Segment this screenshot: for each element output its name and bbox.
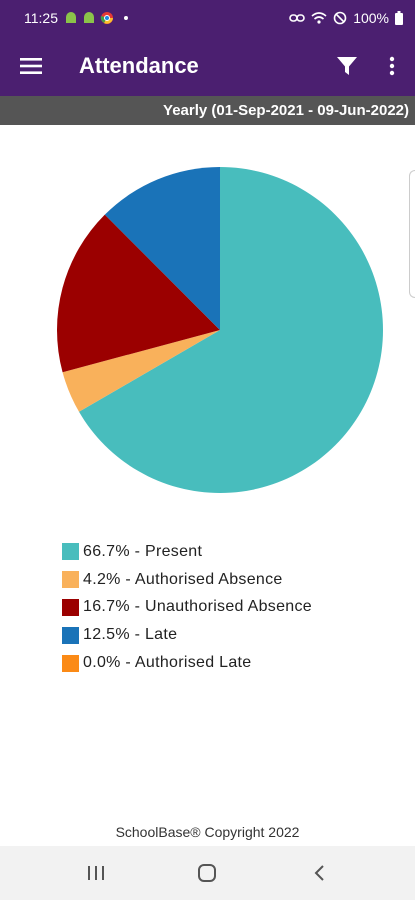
legend-label: 66.7% - Present — [83, 542, 203, 560]
legend-item: 66.7% - Present — [62, 538, 402, 566]
system-nav-bar — [0, 846, 415, 900]
menu-button[interactable] — [0, 36, 62, 96]
status-time: 11:25 — [24, 10, 58, 26]
link-icon — [289, 14, 305, 22]
period-bar: Yearly (01-Sep-2021 - 09-Jun-2022) — [0, 96, 415, 125]
recent-apps-button[interactable] — [66, 853, 126, 893]
legend-swatch — [62, 571, 79, 589]
pie-slice-authorised-absence — [62, 330, 221, 412]
back-button[interactable] — [289, 853, 349, 893]
more-vert-icon — [389, 56, 395, 76]
battery-icon — [395, 11, 403, 25]
pie-slice-unauthorised-absence — [56, 214, 220, 373]
do-not-disturb-icon — [333, 11, 347, 25]
legend-item: 0.0% - Authorised Late — [62, 649, 402, 677]
recent-apps-icon — [87, 866, 104, 880]
legend-label: 0.0% - Authorised Late — [83, 654, 252, 672]
status-bar: 11:25 100% — [0, 0, 415, 36]
android-icon — [66, 12, 76, 23]
back-icon — [314, 865, 324, 881]
battery-percent: 100% — [353, 10, 389, 26]
legend-item: 4.2% - Authorised Absence — [62, 566, 402, 594]
page-title: Attendance — [79, 53, 199, 78]
attendance-pie-chart — [56, 167, 384, 493]
app-bar: Attendance — [0, 36, 415, 96]
legend-label: 16.7% - Unauthorised Absence — [83, 598, 312, 616]
legend-label: 12.5% - Late — [83, 626, 178, 644]
chart-legend: 66.7% - Present 4.2% - Authorised Absence… — [62, 538, 402, 677]
wifi-icon — [311, 12, 327, 24]
android-icon — [84, 12, 94, 23]
copyright-footer: SchoolBase® Copyright 2022 — [115, 824, 300, 840]
filter-button[interactable] — [325, 36, 369, 96]
pie-slice-late — [104, 167, 220, 330]
filter-icon — [337, 57, 357, 75]
legend-swatch — [62, 626, 79, 644]
legend-swatch — [62, 598, 79, 616]
legend-label: 4.2% - Authorised Absence — [83, 570, 283, 588]
notification-dot — [124, 16, 128, 20]
chrome-icon — [100, 12, 113, 24]
legend-item: 12.5% - Late — [62, 621, 402, 649]
home-icon — [198, 864, 217, 882]
home-button[interactable] — [177, 853, 237, 893]
menu-icon — [20, 58, 42, 74]
side-scroll-tab[interactable] — [409, 170, 415, 298]
legend-swatch — [62, 543, 79, 561]
pie-slice-present — [79, 167, 384, 493]
legend-item: 16.7% - Unauthorised Absence — [62, 594, 402, 622]
legend-swatch — [62, 654, 79, 672]
more-options-button[interactable] — [369, 36, 415, 96]
period-label: Yearly (01-Sep-2021 - 09-Jun-2022) — [163, 102, 409, 119]
